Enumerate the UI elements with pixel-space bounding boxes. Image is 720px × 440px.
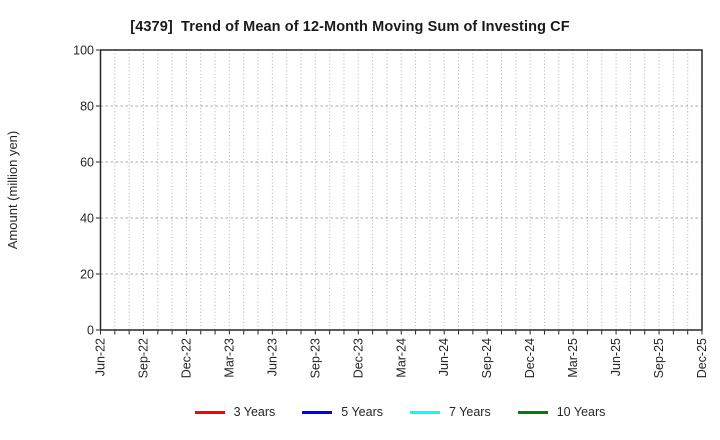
x-tick-label: Sep-25 [652,338,666,378]
y-tick-label: 0 [87,323,94,337]
y-tick-label: 80 [80,99,94,113]
legend-line-swatch-7-years [410,410,441,414]
x-tick-label: Jun-22 [94,338,108,376]
y-tick-label: 60 [80,155,94,169]
legend-item-10-years: 10 Years [517,405,606,419]
x-tick-label: Jun-25 [609,338,623,376]
plot-border [99,49,703,331]
x-tick-label: Sep-24 [480,338,494,378]
legend-label: 10 Years [556,405,606,419]
x-tick-label: Jun-23 [265,338,279,376]
y-axis-label: Amount (million yen) [5,131,20,250]
x-tick-label: Mar-25 [566,338,580,378]
chart-plot-area: Jun-22 Sep-22 Dec-22 Mar-23 Jun-23 Sep-23 Dec-… [5,43,709,378]
y-tick-label: 20 [80,267,94,281]
x-tick-label: Mar-23 [222,338,236,378]
legend-line-swatch-3-years [194,410,225,414]
x-tick-label: Mar-24 [394,338,408,378]
legend-line-swatch-5-years [302,410,333,414]
x-tick-label: Dec-22 [179,338,193,378]
x-tick-label: Sep-22 [136,338,150,378]
legend-label: 7 Years [449,405,491,419]
legend-item-7-years: 7 Years [410,405,491,419]
x-tick-label: Dec-25 [695,338,709,378]
x-tick-label: Sep-23 [308,338,322,378]
chart-legend: 3 Years 5 Years 7 Years 10 Years [80,403,720,421]
x-tick-label: Dec-24 [523,338,537,378]
chart-title: [4379] Trend of Mean of 12-Month Moving … [130,19,570,35]
legend-item-5-years: 5 Years [302,405,383,419]
y-tick-label: 40 [80,211,94,225]
x-tick-label: Jun-24 [437,338,451,376]
legend-label: 3 Years [233,405,276,419]
legend-label: 5 Years [341,405,384,419]
legend-line-swatch-10-years [517,410,548,414]
legend-item-3-years: 3 Years [194,405,276,419]
y-tick-label: 100 [73,43,94,57]
x-tick-label: Dec-23 [351,338,365,378]
